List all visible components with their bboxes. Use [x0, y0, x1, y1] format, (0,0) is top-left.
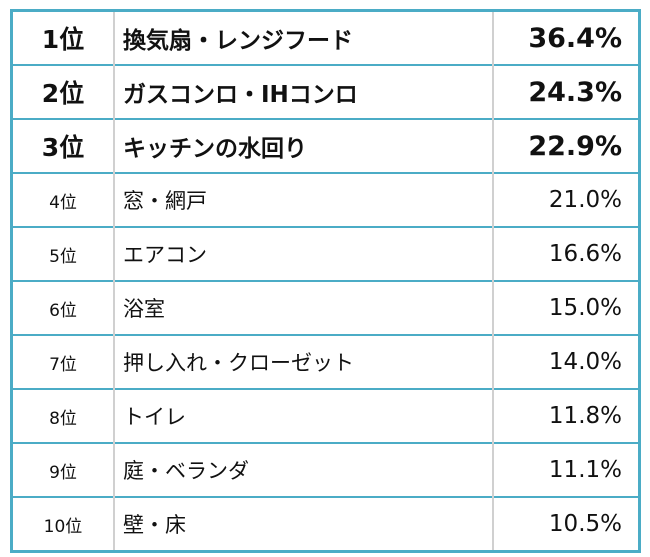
table-row: 6位 浴室 15.0% — [11, 280, 640, 335]
percent-cell: 15.0% — [492, 280, 640, 335]
percent-cell: 16.6% — [492, 226, 640, 281]
rank-cell: 1位 — [11, 9, 114, 65]
item-cell: 窓・網戸 — [113, 172, 493, 227]
percent-cell: 11.8% — [492, 388, 640, 443]
rank-cell: 7位 — [11, 334, 114, 389]
percent-cell: 22.9% — [492, 118, 640, 173]
percent-cell: 36.4% — [492, 9, 640, 65]
rank-cell: 10位 — [11, 496, 114, 552]
rank-cell: 3位 — [11, 118, 114, 173]
rank-cell: 6位 — [11, 280, 114, 335]
rank-cell: 5位 — [11, 226, 114, 281]
item-cell: ガスコンロ・IHコンロ — [113, 64, 493, 119]
table-row: 8位 トイレ 11.8% — [11, 388, 640, 443]
item-cell: 押し入れ・クローゼット — [113, 334, 493, 389]
item-cell: 庭・ベランダ — [113, 442, 493, 497]
item-cell: エアコン — [113, 226, 493, 281]
percent-cell: 24.3% — [492, 64, 640, 119]
rank-cell: 8位 — [11, 388, 114, 443]
table-row: 5位 エアコン 16.6% — [11, 226, 640, 281]
rank-cell: 9位 — [11, 442, 114, 497]
item-cell: 換気扇・レンジフード — [113, 9, 493, 65]
table-row: 10位 壁・床 10.5% — [11, 496, 640, 552]
table-row: 1位 換気扇・レンジフード 36.4% — [11, 9, 640, 65]
rank-cell: 2位 — [11, 64, 114, 119]
ranking-table: 1位 換気扇・レンジフード 36.4% 2位 ガスコンロ・IHコンロ 24.3% 3位 キッチ… — [10, 9, 641, 553]
item-cell: キッチンの水回り — [113, 118, 493, 173]
table-row: 2位 ガスコンロ・IHコンロ 24.3% — [11, 64, 640, 119]
rank-cell: 4位 — [11, 172, 114, 227]
table-row: 9位 庭・ベランダ 11.1% — [11, 442, 640, 497]
table-row: 4位 窓・網戸 21.0% — [11, 172, 640, 227]
item-cell: トイレ — [113, 388, 493, 443]
percent-cell: 14.0% — [492, 334, 640, 389]
percent-cell: 10.5% — [492, 496, 640, 552]
percent-cell: 11.1% — [492, 442, 640, 497]
table-row: 3位 キッチンの水回り 22.9% — [11, 118, 640, 173]
item-cell: 浴室 — [113, 280, 493, 335]
table-row: 7位 押し入れ・クローゼット 14.0% — [11, 334, 640, 389]
item-cell: 壁・床 — [113, 496, 493, 552]
percent-cell: 21.0% — [492, 172, 640, 227]
